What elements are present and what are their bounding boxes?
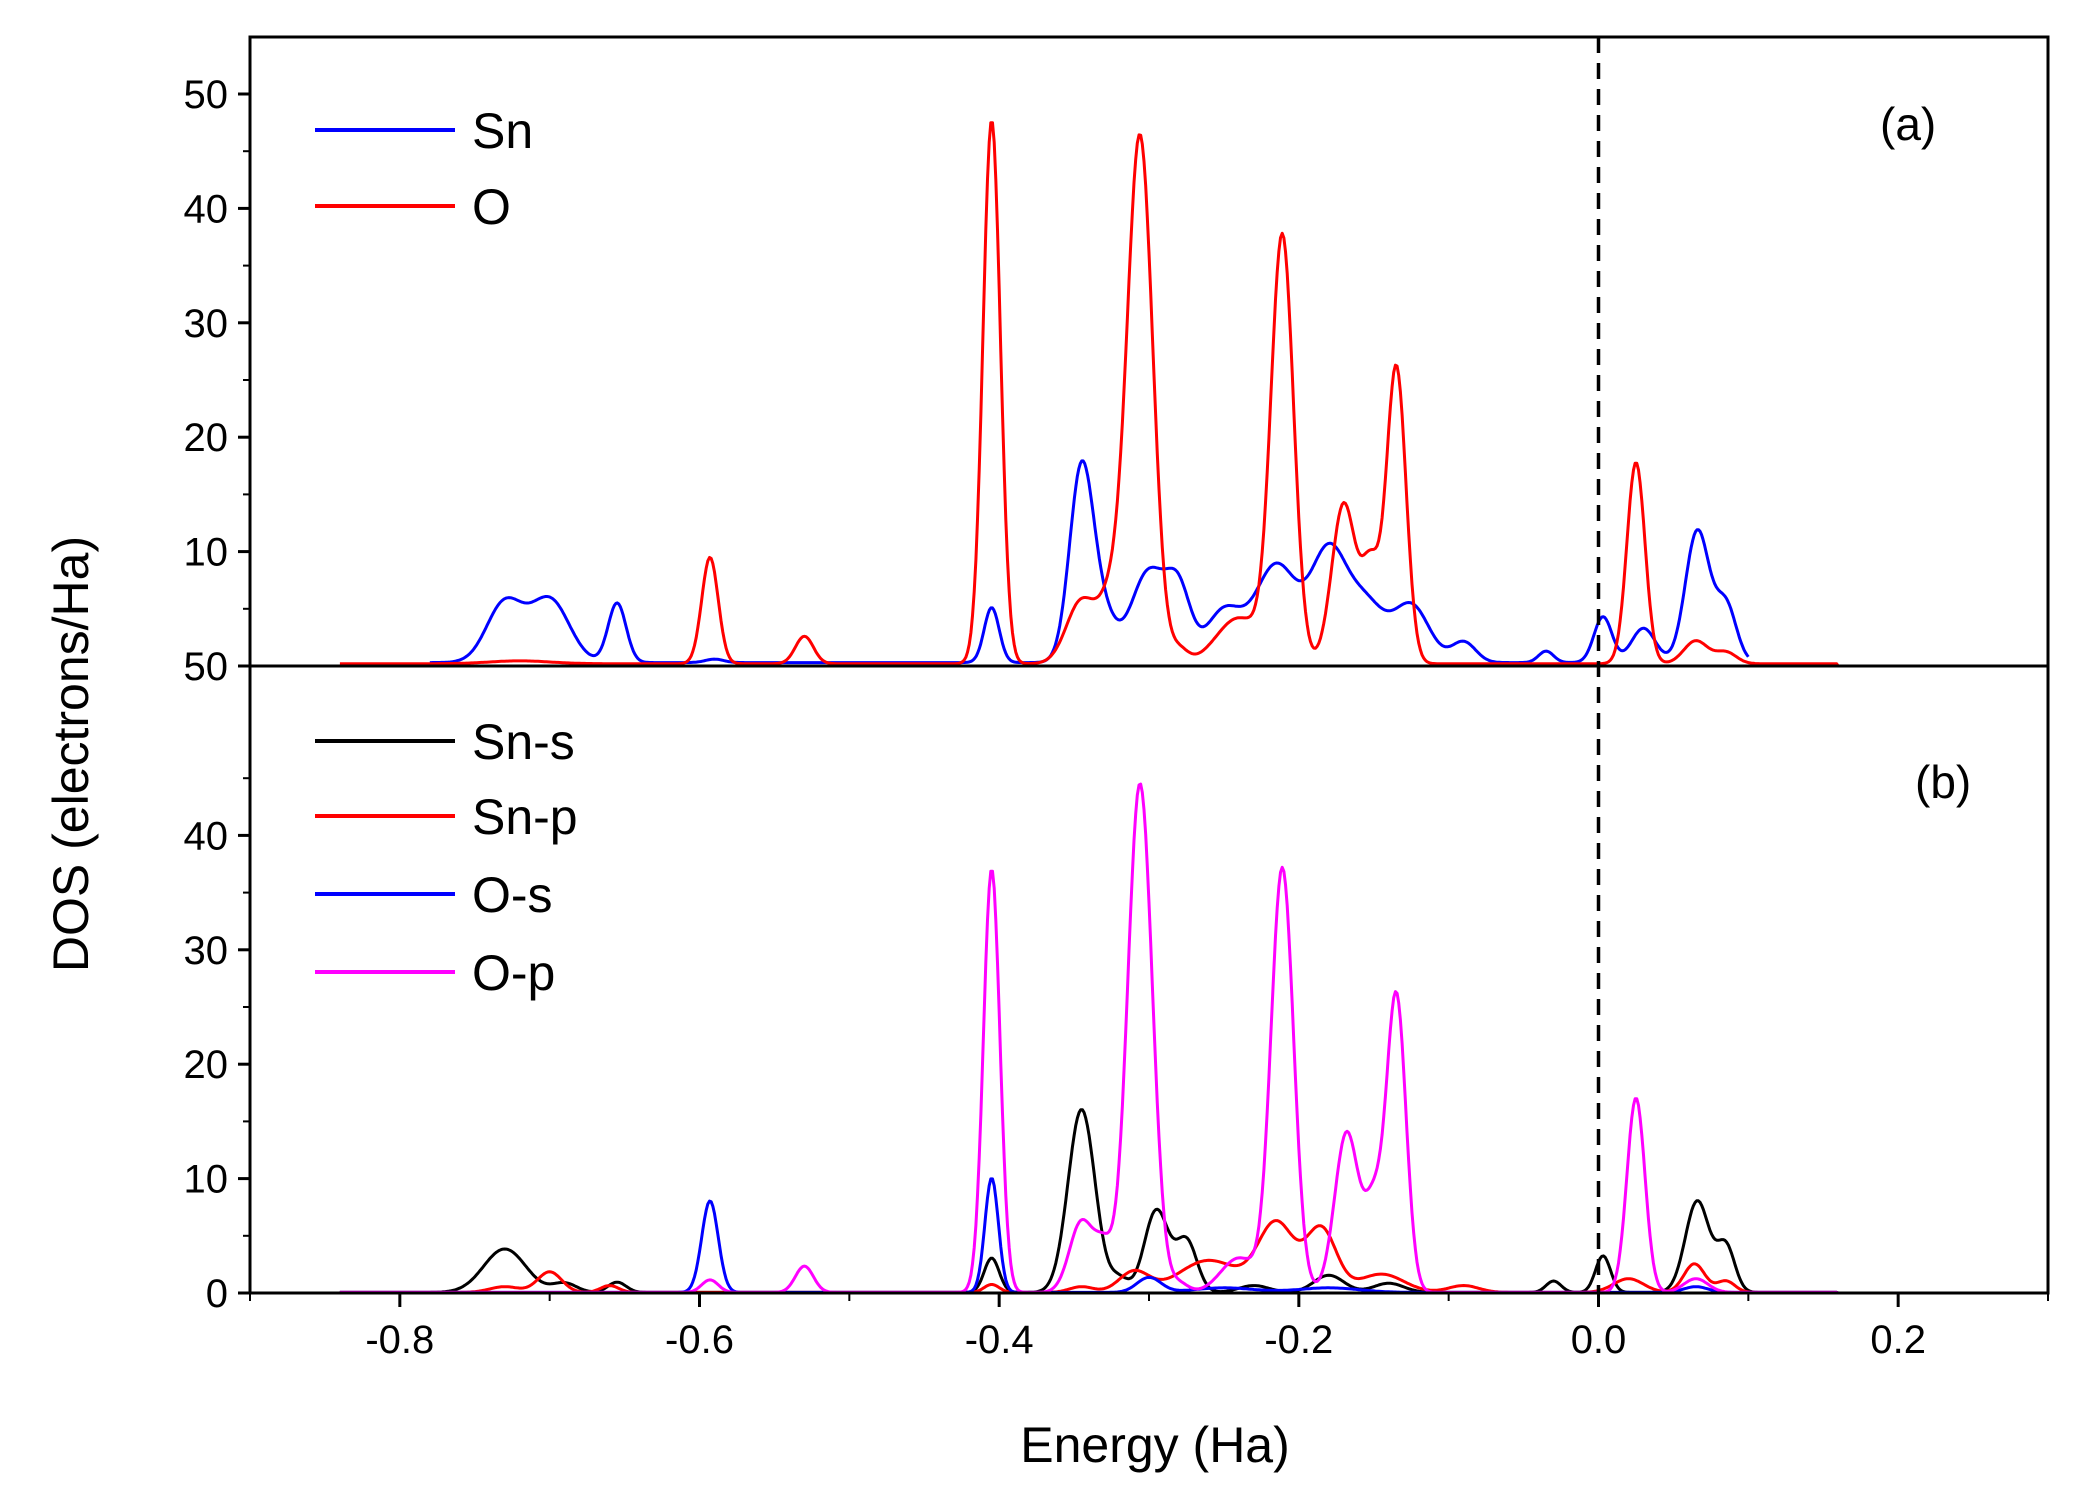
x-tick-label: -0.8 xyxy=(365,1318,434,1362)
x-tick-label: -0.2 xyxy=(1264,1318,1333,1362)
legend-label-o: O xyxy=(472,179,511,235)
x-tick-label: 0.0 xyxy=(1571,1318,1627,1362)
legend-label-sn: Sn xyxy=(472,103,533,159)
legend-label-o-p: O-p xyxy=(472,945,555,1001)
y-tick-label: 0 xyxy=(206,1272,228,1316)
legend-panel-a: Sn O xyxy=(315,103,533,235)
y-tick-label: 10 xyxy=(184,1158,229,1202)
y-tick-label: 40 xyxy=(184,187,229,231)
series-line-o-p-panel-b xyxy=(339,782,1839,1295)
panel-a: 50 10 20 30 40 50 xyxy=(184,73,1840,689)
x-tick-label: -0.6 xyxy=(665,1318,734,1362)
panel-b-label: (b) xyxy=(1915,756,1971,808)
legend-panel-b: Sn-s Sn-p O-s O-p xyxy=(315,714,578,1001)
panel-b: 0 10 20 30 40 xyxy=(184,777,1839,1316)
y-axis-title: DOS (electrons/Ha) xyxy=(43,536,99,972)
y-tick-label: 50 xyxy=(184,73,229,117)
y-tick-label: 20 xyxy=(184,416,229,460)
x-tick-label: 0.2 xyxy=(1870,1318,1926,1362)
y-tick-label: 50 xyxy=(184,645,229,689)
panel-a-label: (a) xyxy=(1880,98,1936,150)
legend-label-sn-s: Sn-s xyxy=(472,714,575,770)
y-tick-label: 20 xyxy=(184,1043,229,1087)
legend-label-o-s: O-s xyxy=(472,867,553,923)
series-line-sn-s-panel-b xyxy=(339,1108,1839,1295)
y-tick-label: 30 xyxy=(184,929,229,973)
x-axis-title: Energy (Ha) xyxy=(1020,1417,1290,1473)
legend-label-sn-p: Sn-p xyxy=(472,789,578,845)
series-line-o-panel-a xyxy=(339,121,1840,667)
series-line-sn-panel-a xyxy=(429,459,1750,665)
x-axis: -0.8 -0.6 -0.4 -0.2 0.0 0.2 xyxy=(249,1293,2049,1362)
y-tick-label: 10 xyxy=(184,531,229,575)
y-tick-label: 30 xyxy=(184,302,229,346)
y-tick-label: 40 xyxy=(184,814,229,858)
x-tick-label: -0.4 xyxy=(965,1318,1034,1362)
